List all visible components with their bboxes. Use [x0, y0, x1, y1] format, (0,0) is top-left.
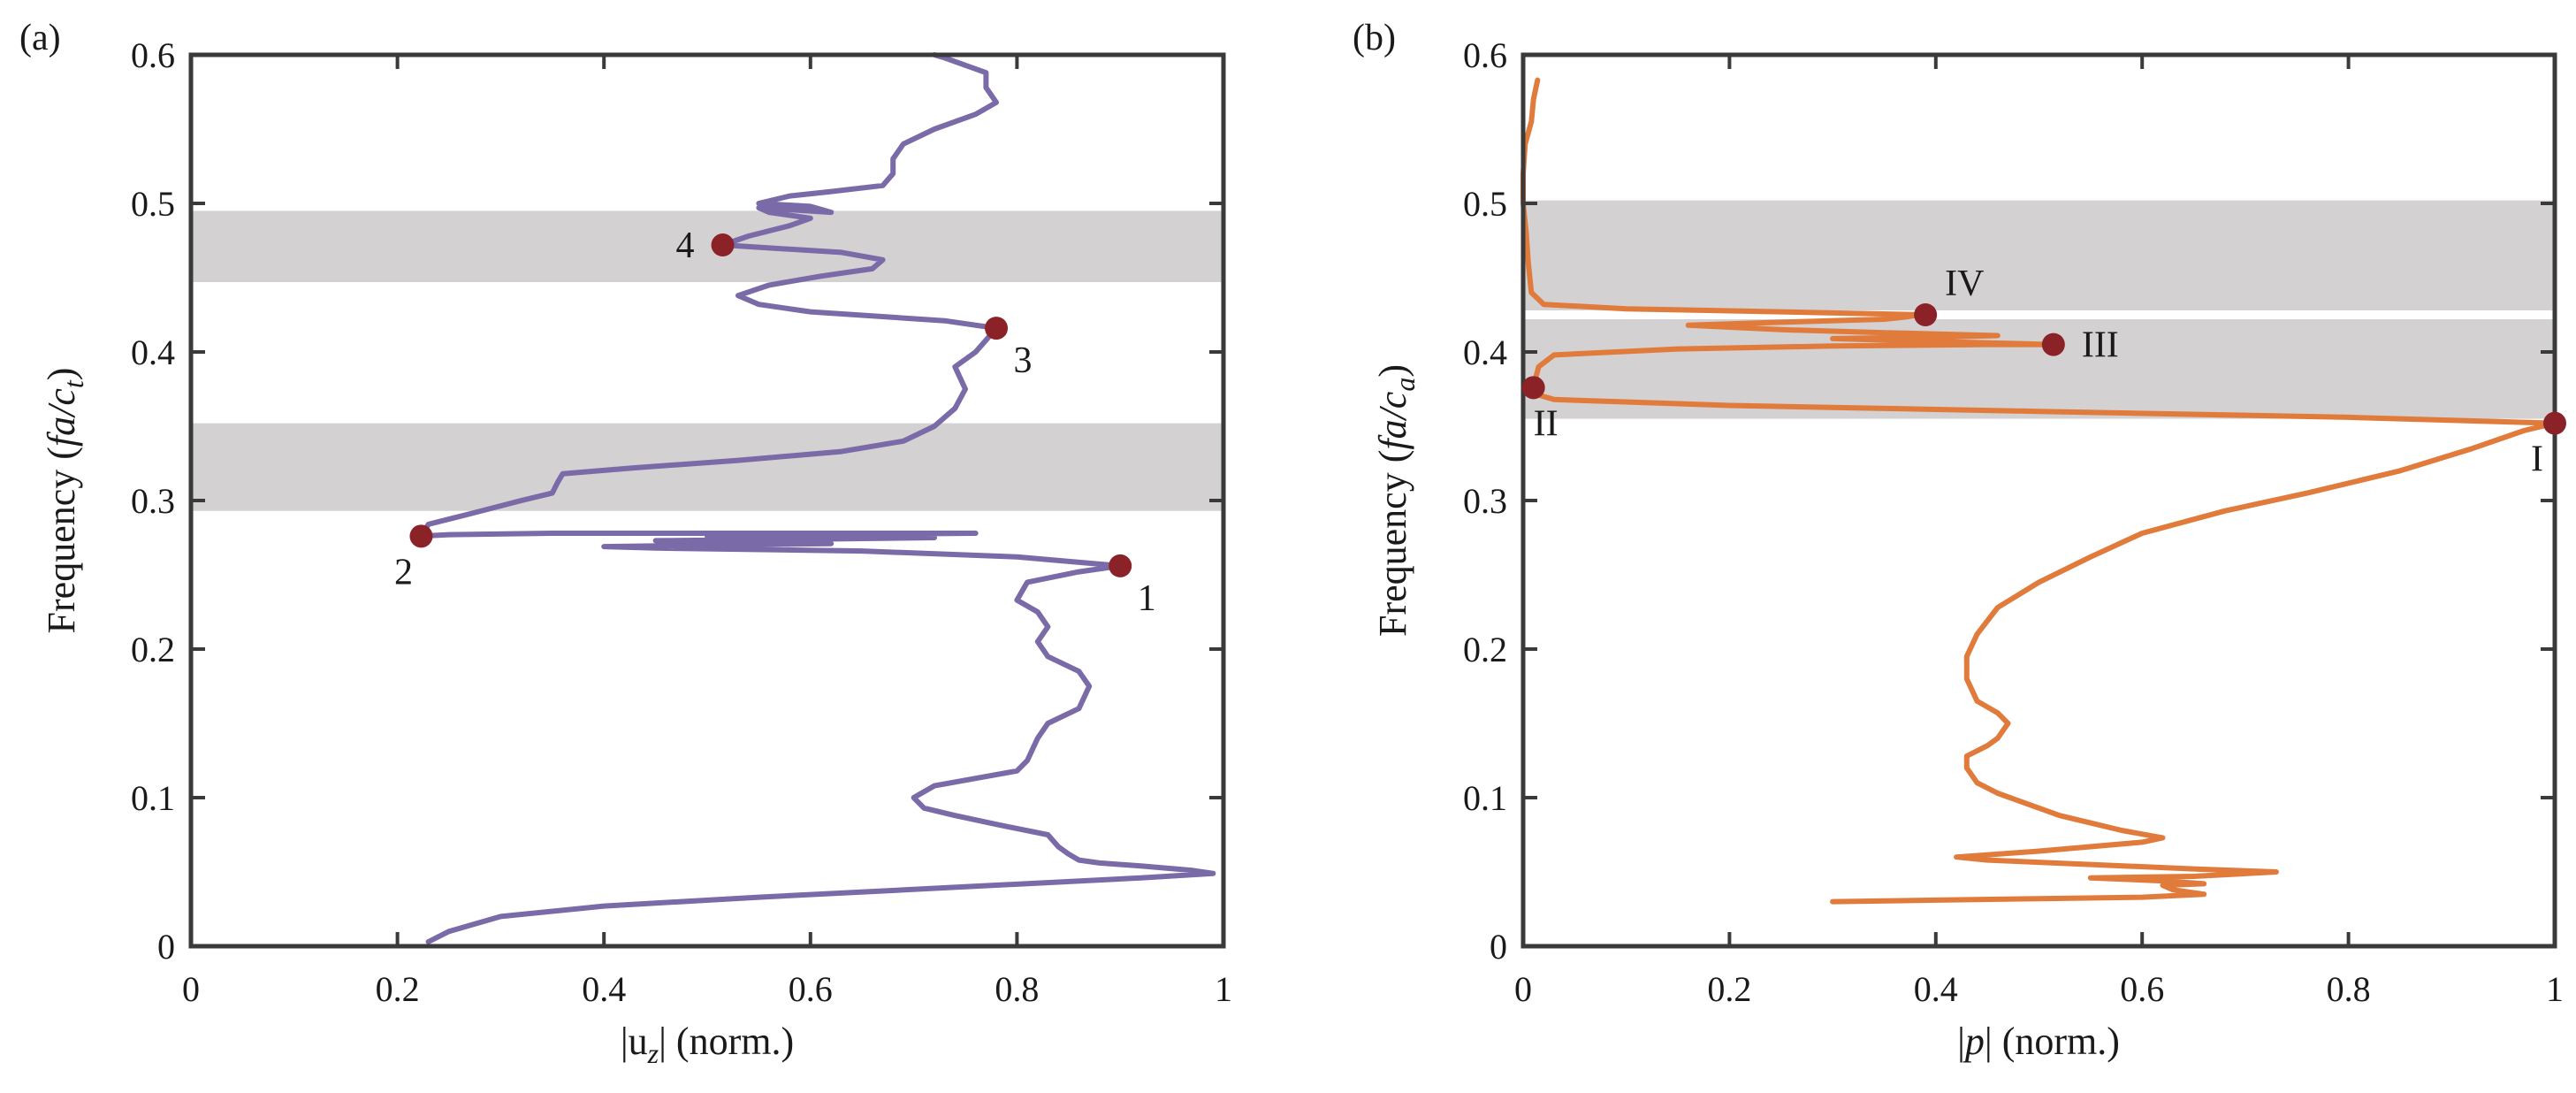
marker-2 — [409, 524, 433, 548]
x-tick-label: 0.6 — [789, 969, 833, 1009]
marker-3 — [985, 317, 1009, 340]
x-tick-label: 0.6 — [2120, 969, 2164, 1009]
panel-a: (a) 0 0.2 0.4 0.6 0.8 1 0 0.1 0.2 0.3 0.4 0.5 0.6 1 2… — [19, 18, 1232, 1069]
x-tick-label: 1 — [2546, 969, 2564, 1009]
marker-I — [2543, 411, 2566, 435]
x-tick-label: 1 — [1215, 969, 1232, 1009]
marker-III — [2041, 332, 2065, 356]
x-tick-label: 0 — [182, 969, 200, 1009]
band-2 — [191, 210, 1223, 283]
marker-label-IV: IV — [1945, 264, 1984, 304]
panel-b-series — [1520, 77, 2557, 905]
panel-a-xlabel: |uz| (norm.) — [621, 1020, 794, 1069]
y-tick-label: 0.2 — [1463, 630, 1507, 669]
panel-a-bands — [191, 210, 1223, 511]
panel-b-label: (b) — [1353, 18, 1396, 58]
y-tick-label: 0.3 — [131, 481, 175, 521]
panel-b-ticks: 0 0.2 0.4 0.6 0.8 1 0 0.1 0.2 0.3 0.4 0.5 0.6 — [1463, 35, 2564, 1009]
panel-b-bands — [1523, 200, 2555, 419]
x-tick-label: 0.2 — [1707, 969, 1751, 1009]
series-line — [418, 52, 1216, 944]
y-tick-label: 0.1 — [1463, 778, 1507, 818]
band-1 — [191, 423, 1223, 511]
x-tick-label: 0 — [1514, 969, 1532, 1009]
panel-a-label: (a) — [19, 18, 61, 58]
y-tick-label: 0.4 — [131, 332, 175, 372]
x-tick-label: 0.4 — [1914, 969, 1958, 1009]
x-tick-label: 0.8 — [995, 969, 1039, 1009]
band-2 — [1523, 200, 2555, 310]
y-tick-label: 0 — [157, 927, 175, 967]
marker-label-3: 3 — [1014, 340, 1033, 381]
y-tick-label: 0.5 — [1463, 184, 1507, 224]
panel-a-markers: 1 2 3 4 — [394, 225, 1156, 619]
y-tick-label: 0.1 — [131, 778, 175, 818]
x-tick-label: 0.4 — [582, 969, 626, 1009]
panel-b-ylabel: Frequency (fa/ca) — [1371, 364, 1421, 637]
panel-a-ticks: 0 0.2 0.4 0.6 0.8 1 0 0.1 0.2 0.3 0.4 0.5 0.6 — [131, 35, 1232, 1009]
marker-label-III: III — [2082, 325, 2119, 366]
marker-4 — [711, 233, 735, 257]
y-tick-label: 0.3 — [1463, 481, 1507, 521]
marker-label-4: 4 — [676, 225, 695, 266]
y-tick-label: 0.6 — [1463, 35, 1507, 75]
marker-II — [1521, 376, 1545, 400]
panel-b-xlabel: |p| (norm.) — [1957, 1020, 2120, 1063]
marker-label-I: I — [2531, 439, 2543, 480]
panel-b: (b) 0 0.2 0.4 0.6 0.8 100.10.20.30.40.50.6 II… — [1353, 18, 2566, 1063]
x-tick-label: 0.2 — [376, 969, 420, 1009]
marker-1 — [1109, 554, 1132, 577]
panel-b-axes-box — [1520, 52, 2557, 949]
y-tick-label: 0.5 — [131, 184, 175, 224]
y-tick-label: 0 — [1490, 927, 1507, 967]
y-tick-label: 0.2 — [131, 630, 175, 669]
panel-a-ylabel: Frequency (fa/ct) — [40, 368, 89, 634]
series-line — [1520, 77, 2557, 905]
x-tick-label: 0.8 — [2327, 969, 2371, 1009]
marker-label-1: 1 — [1138, 578, 1156, 619]
panel-a-series — [418, 52, 1216, 944]
y-tick-label: 0.6 — [131, 35, 175, 75]
marker-label-II: II — [1534, 403, 1559, 444]
marker-IV — [1914, 303, 1938, 326]
y-tick-label: 0.4 — [1463, 332, 1507, 372]
marker-label-2: 2 — [394, 552, 413, 592]
